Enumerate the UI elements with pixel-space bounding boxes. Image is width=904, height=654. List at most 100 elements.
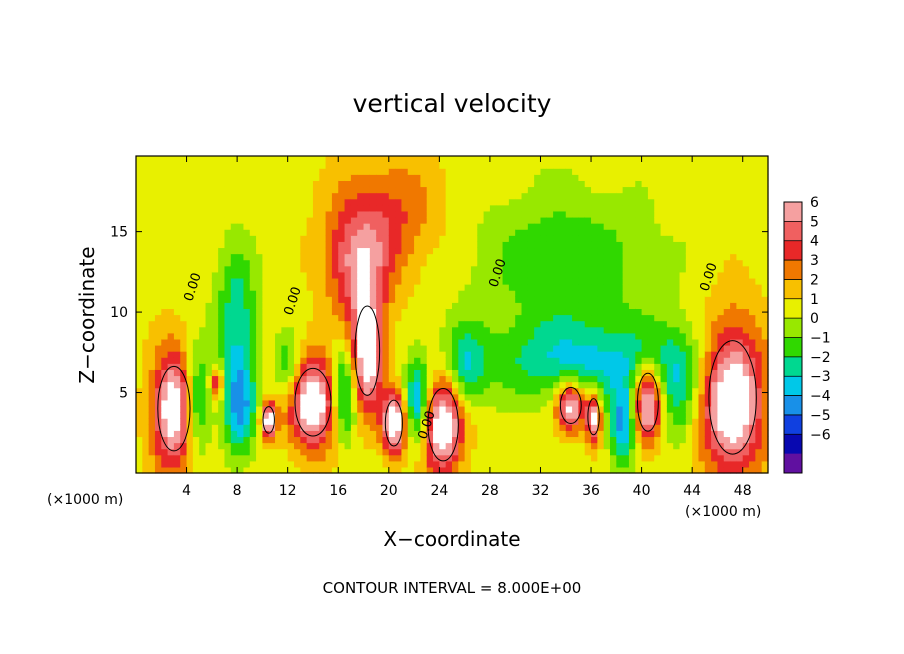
heatmap-cell (622, 460, 630, 468)
heatmap-cell (357, 168, 365, 175)
heatmap-cell (224, 393, 232, 401)
heatmap-cell (584, 223, 592, 230)
heatmap-cell (192, 460, 200, 468)
heatmap-cell (445, 253, 453, 261)
heatmap-cell (350, 418, 358, 425)
heatmap-cell (230, 180, 238, 188)
heatmap-cell (666, 448, 674, 456)
heatmap-cell (584, 332, 592, 340)
heatmap-cell (237, 332, 245, 340)
heatmap-cell (591, 387, 598, 395)
heatmap-cell (249, 375, 257, 383)
heatmap-cell (565, 271, 573, 279)
heatmap-cell (717, 369, 725, 377)
heatmap-cell (717, 399, 725, 407)
heatmap-cell (382, 235, 390, 242)
heatmap-cell (546, 320, 554, 328)
heatmap-cell (508, 156, 516, 163)
heatmap-cell (325, 210, 333, 218)
heatmap-cell (553, 412, 561, 419)
heatmap-cell (654, 344, 662, 352)
heatmap-cell (534, 424, 542, 431)
heatmap-cell (300, 460, 308, 468)
heatmap-cell (685, 308, 693, 316)
heatmap-cell (262, 466, 270, 474)
heatmap-cell (711, 314, 719, 322)
heatmap-cell (186, 290, 194, 297)
heatmap-cell (704, 180, 712, 188)
heatmap-cell (363, 344, 371, 352)
heatmap-cell (565, 204, 573, 212)
heatmap-cell (439, 156, 447, 163)
heatmap-cell (628, 363, 636, 370)
heatmap-cell (388, 363, 396, 370)
heatmap-cell (148, 436, 156, 444)
heatmap-cell (622, 156, 630, 163)
heatmap-cell (572, 424, 579, 431)
heatmap-cell (654, 296, 662, 303)
heatmap-cell (294, 375, 301, 383)
heatmap-cell (521, 418, 529, 425)
heatmap-cell (458, 454, 466, 462)
heatmap-cell (256, 235, 263, 242)
heatmap-cell (319, 247, 327, 255)
heatmap-cell (603, 387, 611, 395)
heatmap-cell (426, 168, 434, 175)
heatmap-cell (211, 436, 219, 444)
heatmap-cell (622, 198, 630, 206)
heatmap-cell (610, 357, 617, 364)
heatmap-cell (414, 320, 421, 328)
heatmap-cell (357, 308, 365, 316)
heatmap-cell (344, 369, 352, 377)
heatmap-cell (452, 424, 459, 431)
heatmap-cell (192, 314, 200, 322)
heatmap-cell (395, 284, 403, 291)
heatmap-cell (502, 235, 510, 242)
heatmap-cell (407, 259, 415, 267)
heatmap-cell (294, 253, 301, 261)
heatmap-cell (319, 344, 327, 352)
heatmap-cell (142, 259, 150, 267)
heatmap-cell (647, 210, 655, 218)
heatmap-cell (470, 216, 478, 224)
heatmap-cell (382, 369, 390, 377)
heatmap-cell (205, 448, 213, 456)
heatmap-cell (616, 418, 624, 425)
heatmap-cell (249, 454, 257, 462)
heatmap-cell (243, 454, 251, 462)
heatmap-cell (553, 442, 561, 450)
heatmap-cell (205, 460, 213, 468)
heatmap-cell (666, 156, 674, 163)
heatmap-cell (224, 277, 232, 285)
heatmap-cell (407, 369, 415, 377)
heatmap-cell (230, 271, 238, 279)
heatmap-cell (723, 290, 731, 297)
heatmap-cell (654, 381, 662, 389)
heatmap-cell (578, 369, 586, 377)
heatmap-cell (616, 436, 624, 444)
heatmap-cell (502, 363, 510, 370)
heatmap-cell (489, 436, 497, 444)
heatmap-cell (186, 375, 194, 383)
heatmap-cell (685, 156, 693, 163)
heatmap-cell (584, 277, 592, 285)
heatmap-cell (717, 351, 725, 358)
heatmap-cell (666, 162, 674, 169)
heatmap-cell (692, 326, 700, 334)
heatmap-cell (565, 369, 573, 377)
heatmap-cell (161, 375, 169, 383)
heatmap-cell (458, 424, 466, 431)
heatmap-cell (540, 241, 548, 249)
heatmap-cell (635, 436, 643, 444)
heatmap-cell (496, 314, 504, 322)
heatmap-cell (369, 223, 377, 230)
heatmap-cell (534, 223, 542, 230)
heatmap-cell (369, 448, 377, 456)
heatmap-cell (306, 162, 314, 169)
heatmap-cell (331, 253, 339, 261)
heatmap-cell (496, 186, 504, 194)
heatmap-cell (635, 442, 643, 450)
heatmap-cell (647, 290, 655, 297)
heatmap-cell (502, 466, 510, 474)
heatmap-cell (692, 332, 700, 340)
